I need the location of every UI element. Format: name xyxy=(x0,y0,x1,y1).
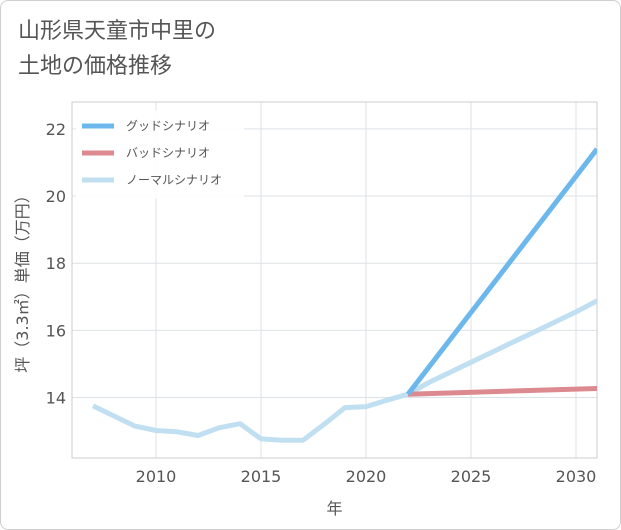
y-tick-label-22: 22 xyxy=(46,120,66,139)
series-line-1 xyxy=(407,386,597,397)
series-line-2 xyxy=(91,298,597,443)
x-tick-label-2025: 2025 xyxy=(451,467,492,486)
y-tick-label-18: 18 xyxy=(46,254,66,273)
x-axis-title: 年 xyxy=(326,499,342,518)
y-tick-label-20: 20 xyxy=(46,187,66,206)
plot-frame xyxy=(71,101,598,459)
legend-label-0: グッドシナリオ xyxy=(126,119,210,133)
legend-label-2: ノーマルシナリオ xyxy=(126,173,222,187)
x-tick-label-2020: 2020 xyxy=(346,467,387,486)
x-tick-label-2030: 2030 xyxy=(556,467,597,486)
tick-labels: 2010 2015 2020 2025 2030 14 16 18 20 22 xyxy=(46,120,597,486)
y-tick-label-14: 14 xyxy=(46,389,66,408)
y-tick-label-16: 16 xyxy=(46,321,66,340)
series-layer xyxy=(91,147,597,443)
x-tick-label-2010: 2010 xyxy=(136,467,177,486)
y-axis-title: 坪（3.3㎡）単価（万円） xyxy=(13,187,32,372)
legend-label-1: バッドシナリオ xyxy=(126,146,210,160)
series-line-0 xyxy=(406,147,597,396)
x-tick-label-2015: 2015 xyxy=(241,467,282,486)
chart-title: 山形県天童市中里の 土地の価格推移 xyxy=(18,19,217,79)
